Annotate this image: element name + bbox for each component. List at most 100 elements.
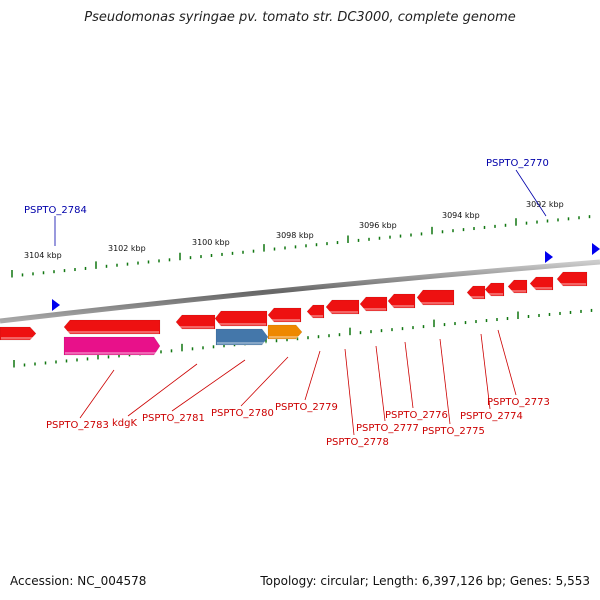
gene-label[interactable]: PSPTO_2779 bbox=[275, 402, 338, 413]
bottom-scale-tick bbox=[412, 326, 414, 330]
bottom-scale-tick bbox=[13, 360, 15, 368]
top-scale-tick bbox=[105, 264, 108, 268]
top-scale-tick bbox=[357, 238, 360, 242]
top-scale-tick bbox=[147, 260, 150, 264]
scale-tick-label: 3104 kbp bbox=[24, 251, 62, 260]
top-scale-tick bbox=[525, 221, 528, 225]
gene-label[interactable]: PSPTO_2777 bbox=[356, 423, 419, 434]
gene-feature[interactable] bbox=[215, 328, 269, 346]
top-scale-tick bbox=[588, 215, 591, 219]
gene-feature[interactable] bbox=[325, 299, 360, 315]
gene-feature[interactable] bbox=[556, 271, 588, 287]
leader-line bbox=[515, 169, 547, 217]
top-scale-tick bbox=[32, 272, 34, 276]
bottom-scale-tick bbox=[223, 344, 225, 348]
gene-feature[interactable] bbox=[416, 289, 455, 306]
top-scale-tick bbox=[294, 245, 297, 249]
gene-label[interactable]: PSPTO_2770 bbox=[486, 158, 549, 169]
top-scale-tick bbox=[137, 261, 139, 265]
top-scale-tick bbox=[168, 258, 171, 262]
top-scale-tick bbox=[378, 236, 381, 240]
bottom-scale-tick bbox=[328, 334, 330, 338]
top-scale-tick bbox=[473, 227, 475, 231]
bottom-scale-tick bbox=[107, 355, 110, 359]
top-scale-tick bbox=[441, 230, 444, 234]
direction-marker bbox=[52, 299, 60, 311]
leader-line bbox=[497, 329, 517, 396]
gene-label[interactable]: kdgK bbox=[112, 418, 137, 429]
leader-line bbox=[171, 359, 246, 412]
top-scale-tick bbox=[242, 250, 244, 254]
top-scale-tick bbox=[158, 259, 160, 263]
gene-label[interactable]: PSPTO_2774 bbox=[460, 411, 523, 422]
top-scale-tick bbox=[53, 270, 55, 274]
gene-feature[interactable] bbox=[267, 307, 302, 323]
gene-label[interactable]: PSPTO_2778 bbox=[326, 437, 389, 448]
top-scale-tick bbox=[452, 229, 454, 233]
leader-line bbox=[404, 341, 414, 409]
gene-feature[interactable] bbox=[484, 282, 505, 297]
top-scale-tick bbox=[536, 220, 538, 224]
gene-feature[interactable] bbox=[0, 326, 37, 341]
top-scale-tick bbox=[399, 234, 402, 238]
leader-line bbox=[439, 338, 451, 425]
gene-label[interactable]: PSPTO_2775 bbox=[422, 426, 485, 437]
bottom-scale-tick bbox=[191, 347, 194, 351]
top-scale-tick bbox=[567, 217, 570, 221]
bottom-scale-tick bbox=[380, 329, 383, 333]
bottom-scale-tick bbox=[569, 310, 572, 314]
top-scale-tick bbox=[284, 246, 286, 250]
bottom-scale-tick bbox=[170, 349, 173, 353]
bottom-scale-tick bbox=[23, 363, 26, 367]
gene-feature[interactable] bbox=[175, 314, 216, 330]
top-scale-tick bbox=[179, 252, 181, 261]
bottom-scale-tick bbox=[286, 338, 288, 342]
genome-backbone bbox=[0, 259, 600, 324]
bottom-scale-tick bbox=[359, 331, 362, 335]
bottom-scale-tick bbox=[160, 350, 162, 354]
gene-feature[interactable] bbox=[63, 319, 161, 335]
bottom-scale-tick bbox=[202, 346, 204, 350]
bottom-scale-tick bbox=[34, 362, 36, 366]
bottom-scale-tick bbox=[307, 336, 309, 340]
gene-label[interactable]: PSPTO_2781 bbox=[142, 413, 205, 424]
bottom-scale-tick bbox=[527, 314, 530, 318]
bottom-scale-tick bbox=[296, 337, 299, 341]
top-scale-tick bbox=[126, 262, 129, 266]
gene-feature[interactable] bbox=[466, 285, 486, 300]
gene-label[interactable]: PSPTO_2784 bbox=[24, 205, 87, 216]
gene-feature[interactable] bbox=[387, 293, 416, 309]
bottom-scale-tick bbox=[422, 325, 425, 329]
gene-feature[interactable] bbox=[507, 279, 528, 294]
top-scale-tick bbox=[368, 237, 370, 241]
bottom-scale-tick bbox=[370, 330, 372, 334]
leader-line bbox=[480, 333, 491, 410]
leader-line bbox=[375, 345, 386, 422]
bottom-scale-tick bbox=[485, 319, 488, 323]
map-title: Pseudomonas syringae pv. tomato str. DC3… bbox=[84, 10, 516, 25]
leader-line bbox=[304, 350, 321, 401]
top-scale-tick bbox=[63, 269, 66, 273]
gene-label[interactable]: PSPTO_2776 bbox=[385, 410, 448, 421]
gene-feature[interactable] bbox=[214, 310, 268, 327]
gene-feature-kdgK[interactable] bbox=[63, 336, 161, 356]
gene-label[interactable]: PSPTO_2773 bbox=[487, 397, 550, 408]
bottom-scale-tick bbox=[475, 320, 477, 324]
gene-feature[interactable] bbox=[359, 296, 388, 312]
top-scale-tick bbox=[326, 242, 328, 246]
gene-label[interactable]: PSPTO_2780 bbox=[211, 408, 274, 419]
gene-label[interactable]: PSPTO_2783 bbox=[46, 420, 109, 431]
gene-feature[interactable] bbox=[306, 304, 325, 319]
top-scale-tick bbox=[504, 223, 507, 227]
top-scale-tick bbox=[462, 228, 465, 232]
bottom-scale-tick bbox=[65, 359, 68, 363]
gene-feature[interactable] bbox=[267, 324, 303, 340]
gene-feature[interactable] bbox=[529, 276, 554, 291]
top-scale-tick bbox=[546, 219, 549, 223]
leader-line bbox=[344, 348, 355, 436]
top-scale-tick bbox=[221, 252, 223, 256]
genome-stats-text: Topology: circular; Length: 6,397,126 bp… bbox=[260, 574, 590, 588]
top-scale-tick bbox=[74, 268, 76, 272]
top-scale-tick bbox=[42, 271, 45, 275]
